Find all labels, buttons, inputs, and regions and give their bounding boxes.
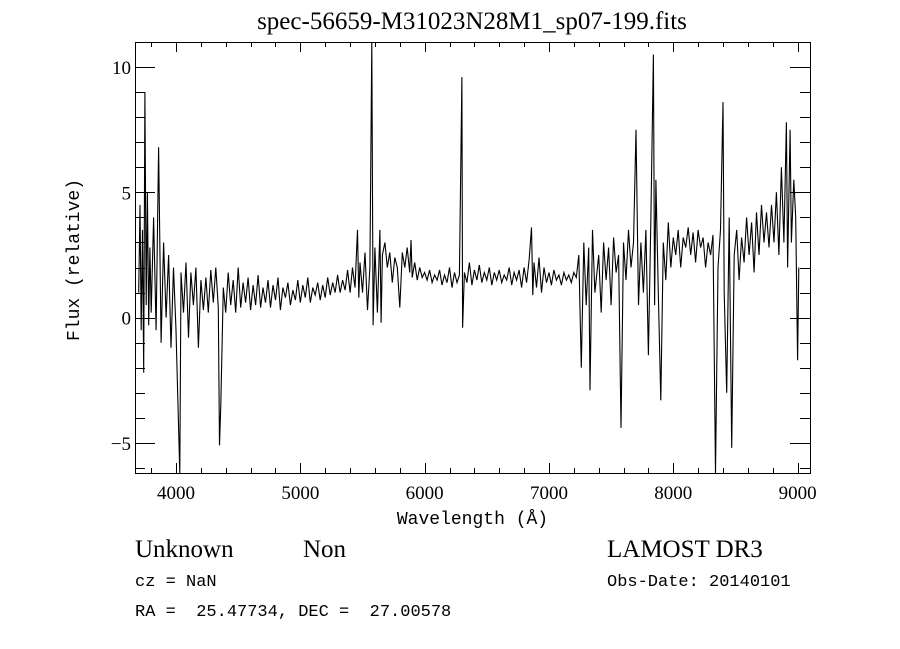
survey-name: LAMOST DR3	[607, 536, 763, 563]
obs-date: Obs-Date: 20140101	[607, 573, 791, 592]
y-tick-label: −5	[111, 434, 131, 455]
object-class: Unknown	[135, 536, 234, 563]
chart-title: spec-56659-M31023N28M1_sp07-199.fits	[257, 8, 687, 35]
x-tick-label: 4000	[157, 483, 195, 504]
redshift-cz: cz = NaN	[135, 573, 217, 592]
y-axis-label: Flux (relative)	[65, 178, 85, 342]
y-tick-label: 5	[122, 183, 132, 204]
object-subclass: Non	[303, 536, 347, 563]
y-tick-label: 10	[112, 58, 131, 79]
spectrum-line	[138, 42, 800, 473]
x-tick-label: 9000	[779, 483, 817, 504]
x-tick-label: 6000	[406, 483, 444, 504]
x-tick-label: 7000	[530, 483, 568, 504]
x-tick-label: 5000	[281, 483, 319, 504]
x-axis-label: Wavelength (Å)	[396, 510, 549, 530]
plot-frame	[135, 42, 811, 474]
ra-dec-coords: RA = 25.47734, DEC = 27.00578	[135, 603, 452, 622]
x-tick-label: 8000	[654, 483, 692, 504]
y-tick-label: 0	[122, 309, 132, 330]
